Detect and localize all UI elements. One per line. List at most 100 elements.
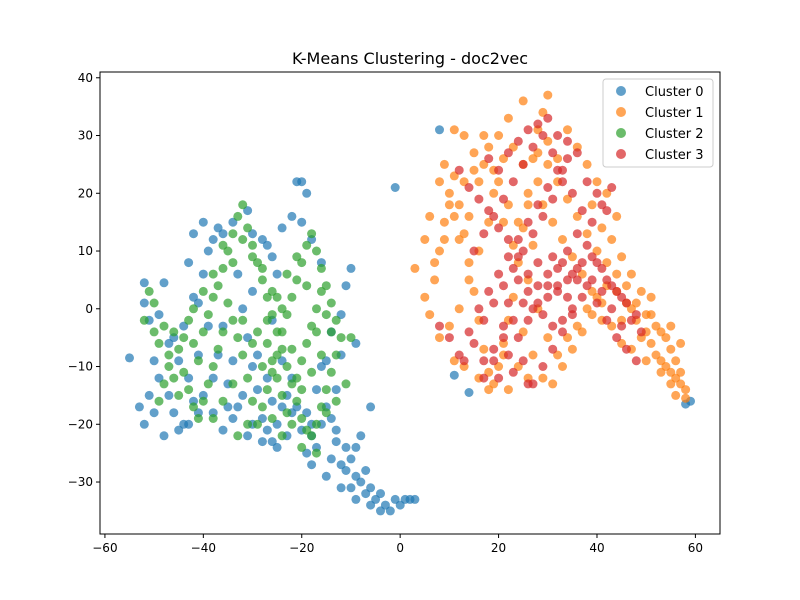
point-cluster-0	[366, 500, 376, 510]
point-cluster-3	[548, 321, 558, 331]
point-cluster-3	[503, 148, 513, 158]
point-cluster-2	[341, 379, 351, 389]
point-cluster-2	[297, 356, 307, 366]
point-cluster-2	[243, 419, 253, 429]
point-cluster-0	[341, 466, 351, 475]
point-cluster-0	[218, 229, 228, 239]
point-cluster-3	[523, 125, 533, 135]
point-cluster-2	[272, 292, 282, 302]
point-cluster-1	[469, 165, 479, 175]
point-cluster-3	[523, 217, 533, 227]
point-cluster-0	[139, 419, 149, 429]
point-cluster-0	[243, 431, 253, 441]
point-cluster-3	[602, 206, 612, 216]
point-cluster-3	[563, 292, 572, 302]
legend-marker-0	[616, 86, 626, 96]
plot-frame	[99, 71, 721, 535]
point-cluster-2	[331, 315, 341, 325]
point-cluster-3	[508, 177, 518, 187]
point-cluster-2	[213, 344, 223, 354]
point-cluster-2	[287, 419, 297, 429]
point-cluster-1	[439, 217, 449, 227]
point-cluster-2	[228, 229, 238, 239]
point-cluster-3	[587, 252, 597, 262]
point-cluster-3	[499, 333, 508, 343]
point-cluster-3	[479, 229, 489, 239]
point-cluster-1	[449, 125, 459, 135]
y-tick-label: −10	[68, 360, 93, 374]
point-cluster-3	[617, 321, 627, 331]
point-cluster-2	[257, 275, 267, 285]
point-cluster-0	[366, 402, 376, 412]
point-cluster-1	[523, 200, 533, 210]
point-cluster-2	[267, 414, 277, 423]
y-tick-label: 10	[78, 244, 93, 258]
point-cluster-3	[587, 217, 597, 227]
point-cluster-2	[228, 379, 238, 389]
legend-label-1: Cluster 1	[645, 106, 704, 121]
point-cluster-2	[262, 338, 272, 348]
point-cluster-3	[528, 304, 538, 314]
point-cluster-1	[543, 159, 553, 169]
point-cluster-3	[479, 356, 489, 366]
point-cluster-2	[208, 269, 218, 279]
y-tick-label: −20	[68, 417, 93, 431]
point-cluster-0	[134, 402, 144, 412]
point-cluster-2	[228, 258, 238, 268]
point-cluster-3	[503, 252, 513, 262]
point-cluster-2	[233, 431, 243, 441]
point-cluster-1	[439, 159, 449, 169]
point-cluster-3	[553, 131, 563, 140]
point-cluster-1	[435, 246, 444, 256]
point-cluster-2	[248, 240, 257, 250]
point-cluster-2	[302, 240, 312, 250]
point-cluster-1	[435, 333, 444, 343]
point-cluster-2	[316, 263, 326, 273]
x-tick-label: −20	[289, 541, 314, 555]
point-cluster-1	[439, 235, 449, 244]
point-cluster-2	[346, 333, 356, 343]
point-cluster-2	[248, 396, 257, 406]
point-cluster-0	[218, 425, 228, 435]
point-cluster-2	[243, 223, 253, 233]
point-cluster-0	[164, 390, 174, 400]
point-cluster-0	[385, 506, 395, 516]
point-cluster-3	[528, 142, 538, 152]
point-cluster-0	[312, 385, 321, 395]
point-cluster-3	[479, 315, 489, 325]
point-cluster-1	[567, 344, 577, 354]
point-cluster-2	[321, 408, 331, 418]
point-cluster-2	[149, 327, 159, 337]
point-cluster-1	[494, 131, 504, 140]
point-cluster-0	[233, 269, 243, 279]
point-cluster-3	[523, 315, 533, 325]
point-cluster-1	[597, 223, 607, 233]
point-cluster-2	[257, 263, 267, 273]
point-cluster-3	[474, 304, 484, 314]
point-cluster-1	[681, 393, 691, 403]
point-cluster-2	[307, 367, 317, 377]
point-cluster-0	[139, 278, 149, 288]
point-cluster-3	[626, 315, 636, 325]
x-tick-label: 60	[688, 541, 703, 555]
point-cluster-3	[582, 177, 592, 187]
point-cluster-3	[582, 281, 592, 291]
point-cluster-3	[508, 367, 518, 377]
point-cluster-0	[356, 477, 366, 487]
point-cluster-1	[587, 310, 597, 320]
point-cluster-2	[164, 350, 174, 360]
point-cluster-3	[518, 159, 528, 169]
point-cluster-2	[233, 211, 243, 221]
point-cluster-3	[563, 154, 572, 164]
point-cluster-3	[597, 286, 607, 296]
point-cluster-2	[312, 246, 321, 256]
point-cluster-3	[464, 183, 474, 192]
point-cluster-3	[543, 183, 553, 192]
point-cluster-3	[636, 327, 646, 337]
point-cluster-0	[307, 460, 317, 470]
point-cluster-1	[582, 229, 592, 239]
y-tick-label: −30	[68, 475, 93, 489]
point-cluster-0	[326, 454, 336, 464]
point-cluster-2	[174, 344, 184, 354]
point-cluster-0	[228, 414, 238, 423]
